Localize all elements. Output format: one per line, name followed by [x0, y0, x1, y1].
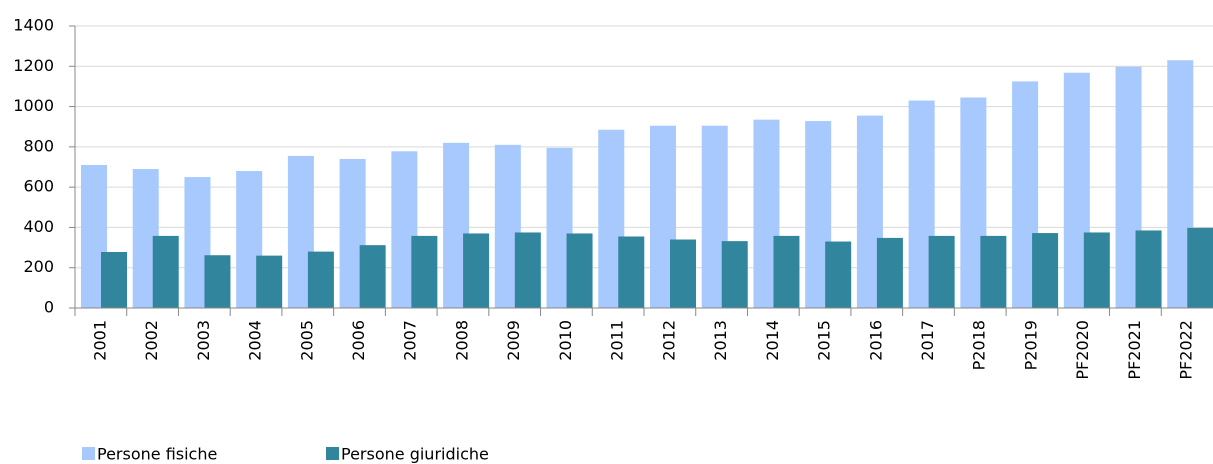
x-tick-label: 2009 — [504, 320, 523, 361]
x-tick-label: 2005 — [297, 320, 316, 361]
y-tick-label: 1200 — [13, 56, 54, 75]
x-tick-label: 2006 — [349, 320, 368, 361]
x-tick-label: 2004 — [246, 320, 265, 361]
legend-swatch — [82, 447, 95, 460]
bar — [514, 232, 541, 308]
x-tick-label: 2015 — [815, 320, 834, 361]
bar — [876, 237, 903, 308]
legend-swatch — [326, 447, 339, 460]
legend-label: Persone fisiche — [97, 445, 217, 464]
bar — [670, 239, 696, 308]
y-tick-label: 0 — [44, 298, 54, 317]
x-tick-label: 2010 — [556, 320, 575, 361]
bar — [411, 235, 438, 308]
bar — [204, 255, 231, 308]
x-tick-label: PF2022 — [1177, 320, 1196, 380]
bar — [463, 233, 490, 308]
y-tick-label: 400 — [23, 217, 54, 236]
y-tick-label: 200 — [23, 257, 54, 276]
x-tick-label: 2016 — [866, 320, 885, 361]
bar — [307, 251, 334, 308]
y-tick-label: 600 — [23, 177, 54, 196]
x-tick-label: 2012 — [659, 320, 678, 361]
bar — [1032, 233, 1059, 308]
bar — [618, 236, 645, 308]
bar — [359, 245, 386, 308]
x-tick-label: 2003 — [194, 320, 213, 361]
x-tick-label: P2018 — [970, 320, 989, 370]
y-tick-label: 1000 — [13, 96, 54, 115]
x-tick-label: PF2021 — [1125, 320, 1144, 380]
x-tick-label: 2011 — [608, 320, 627, 361]
x-tick-label: P2019 — [1021, 320, 1040, 370]
x-tick-label: PF2020 — [1073, 320, 1092, 380]
bar — [1083, 232, 1110, 308]
bar — [1135, 230, 1162, 308]
y-tick-label: 800 — [23, 136, 54, 155]
bar — [256, 255, 283, 308]
bar — [1187, 227, 1213, 308]
x-tick-label: 2001 — [90, 320, 109, 361]
bar — [980, 235, 1007, 308]
legend-label: Persone giuridiche — [341, 445, 489, 464]
bar — [566, 233, 593, 308]
bar — [773, 235, 800, 308]
x-tick-label: 2008 — [452, 320, 471, 361]
x-tick-label: 2017 — [918, 320, 937, 361]
x-tick-label: 2007 — [401, 320, 420, 361]
bar — [101, 252, 127, 308]
x-tick-label: 2014 — [763, 320, 782, 361]
y-tick-label: 1400 — [13, 16, 54, 35]
bar — [721, 241, 748, 308]
x-tick-label: 2002 — [142, 320, 161, 361]
bar — [152, 235, 179, 308]
bar — [825, 241, 852, 308]
bar — [928, 235, 955, 308]
x-tick-label: 2013 — [711, 320, 730, 361]
